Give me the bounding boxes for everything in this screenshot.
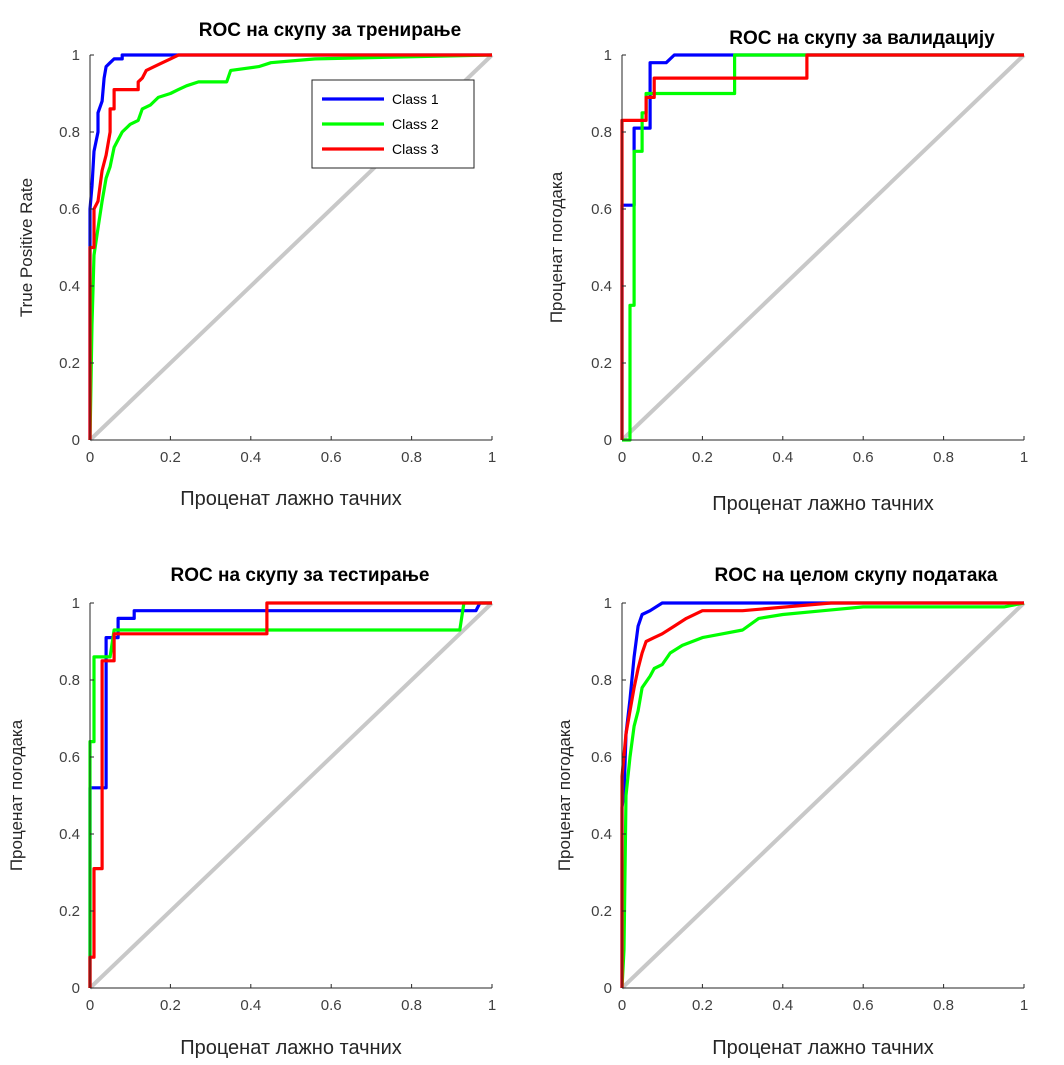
roc-panel-3: 0 0.2 0.4 0.6 0.8 1 0 0.2 0.4 0.6 0.8 1 ROC на скупу… xyxy=(7,565,496,1059)
x-tick-label: 0 xyxy=(618,449,626,466)
series-line-class-2 xyxy=(622,53,1024,442)
y-axis-label: Проценат погодака xyxy=(7,719,26,871)
legend: Class 1 Class 2 Class 3 xyxy=(311,79,475,169)
roc-panel-1: 0 0.2 0.4 0.6 0.8 1 0 0.2 0.4 0.6 0.8 1 ROC на скупу… xyxy=(17,20,496,510)
y-tick-label: 0.2 xyxy=(59,903,80,920)
x-tick-label: 0.4 xyxy=(240,449,261,466)
y-tick-label: 0.8 xyxy=(59,672,80,689)
y-tick-label: 0.6 xyxy=(591,749,612,766)
x-axis-label: Проценат лажно тачних xyxy=(712,493,934,515)
y-tick-label: 0 xyxy=(604,432,612,449)
y-tick-label: 0.4 xyxy=(59,278,80,295)
y-tick-label: 0.6 xyxy=(59,749,80,766)
y-tick-label: 0 xyxy=(604,980,612,997)
diagonal-reference-line xyxy=(620,53,1026,442)
x-tick-label: 0.8 xyxy=(401,449,422,466)
y-tick-label: 0.8 xyxy=(591,672,612,689)
y-tick-label: 0 xyxy=(72,432,80,449)
diagonal-reference-line xyxy=(620,601,1026,990)
y-tick-label: 1 xyxy=(604,595,612,612)
x-tick-label: 0 xyxy=(86,449,94,466)
x-tick-label: 0.8 xyxy=(933,449,954,466)
roc-panel-2: 0 0.2 0.4 0.6 0.8 1 0 0.2 0.4 0.6 0.8 1 ROC на скупу… xyxy=(547,28,1028,515)
x-tick-label: 1 xyxy=(488,449,496,466)
chart-title: ROC на скупу за тренирање xyxy=(199,20,461,41)
x-tick-label: 0.8 xyxy=(401,997,422,1014)
x-tick-label: 0.6 xyxy=(321,997,342,1014)
x-tick-label: 0 xyxy=(86,997,94,1014)
y-axis-label: Проценат погодака xyxy=(547,171,566,323)
y-tick-label: 0.6 xyxy=(591,201,612,218)
series-line-class-2 xyxy=(88,601,492,988)
x-tick-label: 0.2 xyxy=(160,997,181,1014)
y-tick-label: 1 xyxy=(72,595,80,612)
y-tick-label: 0.8 xyxy=(59,124,80,141)
chart-title: ROC на целом скупу података xyxy=(715,565,998,586)
y-tick-label: 0.4 xyxy=(591,278,612,295)
series-line-class-3 xyxy=(88,601,492,988)
y-tick-label: 0.8 xyxy=(591,124,612,141)
x-tick-label: 0.2 xyxy=(692,997,713,1014)
x-tick-label: 0.4 xyxy=(772,449,793,466)
y-tick-label: 0.4 xyxy=(591,826,612,843)
x-tick-label: 1 xyxy=(488,997,496,1014)
series-line-class-3 xyxy=(620,601,1024,988)
legend-label: Class 1 xyxy=(392,91,439,107)
x-tick-label: 1 xyxy=(1020,449,1028,466)
x-tick-label: 0.4 xyxy=(240,997,261,1014)
series-line-class-2 xyxy=(620,601,1025,989)
y-tick-label: 1 xyxy=(604,47,612,64)
x-tick-label: 0.2 xyxy=(692,449,713,466)
x-tick-label: 0.6 xyxy=(321,449,342,466)
x-tick-label: 0.8 xyxy=(933,997,954,1014)
x-tick-label: 1 xyxy=(1020,997,1028,1014)
roc-panel-4: 0 0.2 0.4 0.6 0.8 1 0 0.2 0.4 0.6 0.8 1 ROC на целом… xyxy=(555,565,1028,1059)
x-axis-label: Проценат лажно тачних xyxy=(712,1037,934,1059)
series-line-class-3 xyxy=(88,53,492,440)
y-tick-label: 0.2 xyxy=(591,355,612,372)
series-line-class-1 xyxy=(88,53,492,440)
y-tick-label: 0.2 xyxy=(591,903,612,920)
x-tick-label: 0.4 xyxy=(772,997,793,1014)
series-line-class-1 xyxy=(620,53,1024,440)
x-tick-label: 0 xyxy=(618,997,626,1014)
chart-title: ROC на скупу за валидацију xyxy=(729,28,995,49)
diagonal-reference-line xyxy=(88,601,494,990)
y-tick-label: 1 xyxy=(72,47,80,64)
y-axis-label: True Positive Rate xyxy=(17,178,36,317)
y-tick-label: 0.4 xyxy=(59,826,80,843)
x-tick-label: 0.2 xyxy=(160,449,181,466)
x-axis-label: Проценат лажно тачних xyxy=(180,488,402,510)
chart-title: ROC на скупу за тестирање xyxy=(171,565,430,586)
x-tick-label: 0.6 xyxy=(853,449,874,466)
series-line-class-3 xyxy=(620,53,1024,440)
legend-label: Class 2 xyxy=(392,116,439,132)
legend-label: Class 3 xyxy=(392,141,439,157)
series-line-class-2 xyxy=(88,53,493,441)
y-tick-label: 0 xyxy=(72,980,80,997)
y-axis-label: Проценат погодака xyxy=(555,719,574,871)
x-axis-label: Проценат лажно тачних xyxy=(180,1037,402,1059)
y-tick-label: 0.6 xyxy=(59,201,80,218)
x-tick-label: 0.6 xyxy=(853,997,874,1014)
y-tick-label: 0.2 xyxy=(59,355,80,372)
